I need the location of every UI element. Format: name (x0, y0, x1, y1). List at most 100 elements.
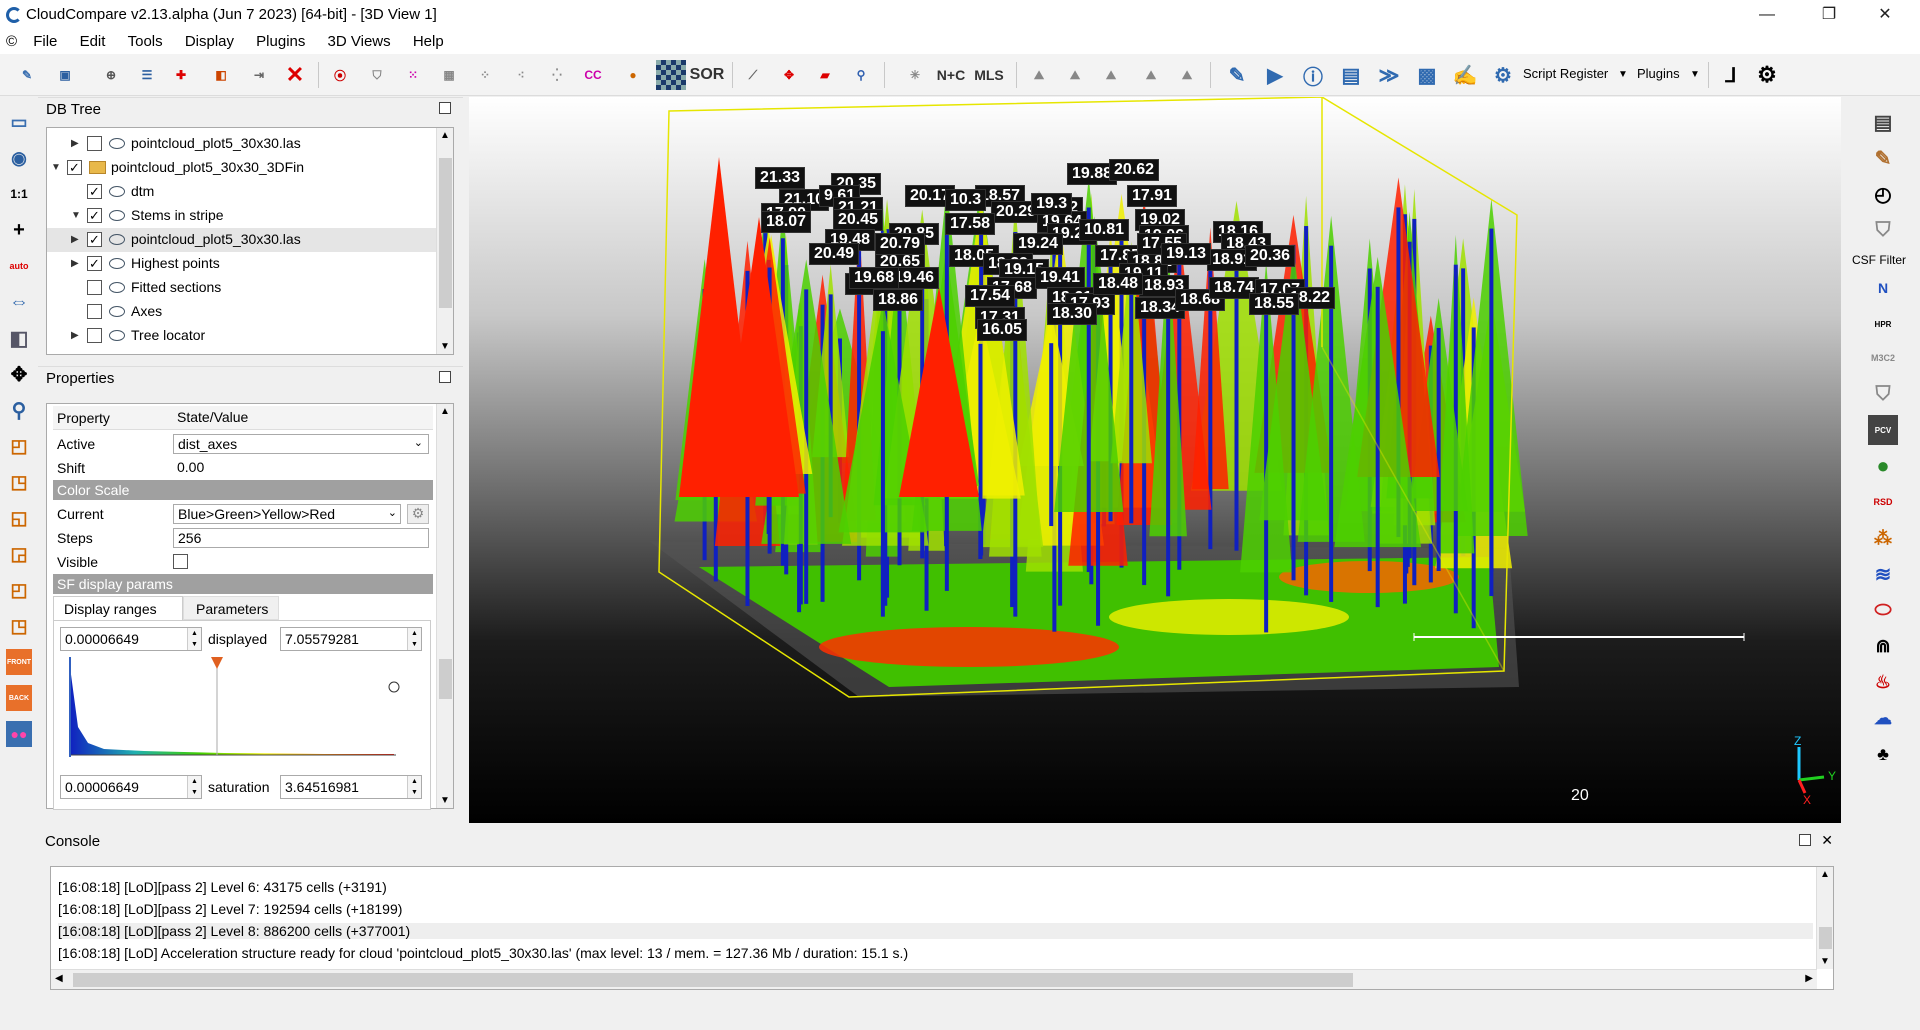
close-console-icon[interactable]: ✕ (1821, 832, 1833, 848)
tree-tool-icon[interactable]: ⅃ (1725, 64, 1737, 87)
checker-icon[interactable] (656, 60, 686, 90)
color-scale-editor-gear-icon[interactable]: ⚙ (407, 504, 429, 524)
tree-checkbox[interactable] (87, 328, 102, 343)
3d-view-canvas[interactable]: 21.3320.3521.109.6117.9018.0721.2120.451… (469, 97, 1841, 823)
plugins-dropdown[interactable]: Plugins (1637, 66, 1680, 81)
script-register-dropdown[interactable]: Script Register (1523, 66, 1609, 81)
color-scale-dropdown[interactable]: Blue>Green>Yellow>Red (173, 504, 401, 524)
zoom-1to1-icon[interactable]: 1:1 (10, 187, 28, 201)
segment-icon[interactable]: ⊕ (105, 68, 117, 82)
clone-icon[interactable]: ✚ (175, 68, 187, 82)
menu-display[interactable]: Display (184, 33, 234, 50)
chevron-down-icon[interactable]: ▼ (1690, 69, 1700, 80)
csf-filter-label[interactable]: CSF Filter (1852, 253, 1906, 267)
spin-arrows-icon[interactable]: ▲ ▼ (187, 628, 201, 650)
float-panel-icon[interactable] (439, 102, 451, 114)
tree-item[interactable]: Fitted sections (47, 276, 437, 300)
chevron-down-icon[interactable]: ▼ (1618, 69, 1628, 80)
float-panel-icon[interactable] (439, 371, 451, 383)
expand-arrow-icon[interactable]: ▼ (51, 162, 61, 173)
tree-checkbox[interactable]: ✓ (87, 256, 102, 271)
qpcv-icon[interactable]: PCV (1868, 415, 1898, 445)
menu-edit[interactable]: Edit (79, 33, 106, 50)
view-left-icon[interactable]: ◱ (10, 507, 28, 528)
cc-icon[interactable]: CC (584, 68, 602, 82)
layers-icon[interactable]: ≋ (1874, 563, 1892, 586)
view-5-icon[interactable]: ⛰ (1181, 67, 1193, 82)
height-label[interactable]: 18.86 (873, 289, 924, 311)
auto-pivot-icon[interactable]: auto (9, 261, 29, 271)
histogram[interactable] (64, 657, 404, 767)
save-icon[interactable]: ▣ (59, 68, 71, 82)
view-right-icon[interactable]: ◲ (10, 543, 28, 564)
mls-icon[interactable]: MLS (974, 67, 1004, 83)
scroll-up-icon[interactable]: ▲ (440, 130, 450, 141)
visible-checkbox[interactable] (173, 554, 188, 569)
merge-icon[interactable]: ◧ (215, 68, 227, 82)
scroll-down-icon[interactable]: ▼ (440, 341, 450, 352)
scroll-thumb[interactable] (439, 659, 452, 699)
pick-icon[interactable]: ⚲ (856, 68, 866, 82)
view-4-icon[interactable]: ⛰ (1145, 67, 1157, 82)
spin-arrows-icon[interactable]: ▲ ▼ (187, 776, 201, 798)
sphere-icon[interactable]: ● (1876, 453, 1890, 478)
console-vscrollbar[interactable]: ▲ ▼ (1816, 867, 1833, 969)
normals-icon[interactable]: ✳ (909, 68, 921, 82)
tree-checkbox[interactable] (87, 136, 102, 151)
minimize-button[interactable]: — (1759, 6, 1775, 23)
tab-parameters[interactable]: Parameters (183, 596, 279, 620)
properties-scrollbar[interactable]: ▲ ▼ (436, 404, 453, 808)
rotate-icon[interactable]: ⇔ (9, 290, 29, 313)
menu-plugins[interactable]: Plugins (256, 33, 306, 50)
max-displayed-spinbox[interactable]: 7.05579281 ▲ ▼ (280, 627, 422, 651)
view-front-icon[interactable]: ◳ (10, 471, 28, 492)
cube-icon[interactable]: ◧ (9, 327, 29, 350)
scroll-up-icon[interactable]: ▲ (1820, 869, 1830, 880)
close-window-button[interactable]: ✕ (1878, 6, 1892, 23)
python-save-icon[interactable]: ▤ (1341, 64, 1361, 87)
dbtree-scrollbar[interactable]: ▲ ▼ (436, 128, 453, 354)
rsd-icon[interactable]: RSD (1873, 497, 1893, 507)
scroll-up-icon[interactable]: ▲ (440, 406, 450, 417)
python-info-icon[interactable]: ⓘ (1303, 66, 1323, 89)
tree-item[interactable]: ▶ ✓ Highest points (47, 252, 437, 276)
python-gear-icon[interactable]: ⚙ (1494, 64, 1512, 87)
view-1-icon[interactable]: ⛰ (1033, 67, 1045, 82)
view-bottom-icon[interactable]: ◳ (10, 615, 28, 636)
height-label[interactable]: 17.58 (945, 213, 996, 235)
tree-checkbox[interactable]: ✓ (67, 160, 82, 175)
scroll-down-icon[interactable]: ▼ (1820, 956, 1830, 967)
tree-item-selected[interactable]: ▶ ✓ pointcloud_plot5_30x30.las (47, 228, 437, 252)
python-1-icon[interactable]: ✎ (1228, 64, 1246, 87)
front-view-icon[interactable]: FRONT (6, 649, 32, 675)
open-icon[interactable]: ✎ (21, 68, 33, 82)
cloud-layer-icon[interactable]: ☁ (1874, 707, 1892, 728)
zoom-icon[interactable]: ⚲ (11, 399, 27, 422)
m3c2-icon[interactable]: M3C2 (1870, 353, 1895, 363)
float-panel-icon[interactable] (1799, 834, 1811, 846)
menu-file[interactable]: File (33, 33, 58, 50)
max-saturation-spinbox[interactable]: 3.64516981 ▲ ▼ (280, 775, 422, 799)
delete-icon[interactable]: ✕ (285, 62, 305, 87)
height-label[interactable]: 18.55 (1249, 293, 1300, 315)
view-back-icon[interactable]: ◰ (10, 579, 28, 600)
screen-icon[interactable]: ▭ (10, 111, 28, 132)
chevron-down-icon[interactable]: ⌄ (387, 507, 397, 519)
scroll-right-icon[interactable]: ▶ (1805, 973, 1813, 984)
scroll-down-icon[interactable]: ▼ (440, 795, 450, 806)
tab-display-ranges[interactable]: Display ranges (53, 596, 183, 620)
dots-icon[interactable]: ⁙ (407, 68, 419, 82)
view-2-icon[interactable]: ⛰ (1069, 67, 1081, 82)
film-icon[interactable]: ▤ (1873, 111, 1893, 134)
height-label[interactable]: 19.68 (849, 267, 900, 289)
height-label[interactable]: 18.30 (1047, 303, 1098, 325)
height-label[interactable]: 10.81 (1079, 219, 1130, 241)
min-saturation-spinbox[interactable]: 0.00006649 ▲ ▼ (60, 775, 202, 799)
compass-icon[interactable]: ◴ (1874, 183, 1892, 206)
hpr-icon[interactable]: HPR (1874, 319, 1892, 329)
gradient-icon[interactable]: ⁖ (517, 68, 525, 82)
sor-icon[interactable]: SOR (689, 66, 725, 83)
expand-arrow-icon[interactable]: ▶ (71, 138, 79, 149)
menu-3d-views[interactable]: 3D Views (327, 33, 391, 50)
saturation-handle-icon[interactable] (211, 657, 223, 669)
